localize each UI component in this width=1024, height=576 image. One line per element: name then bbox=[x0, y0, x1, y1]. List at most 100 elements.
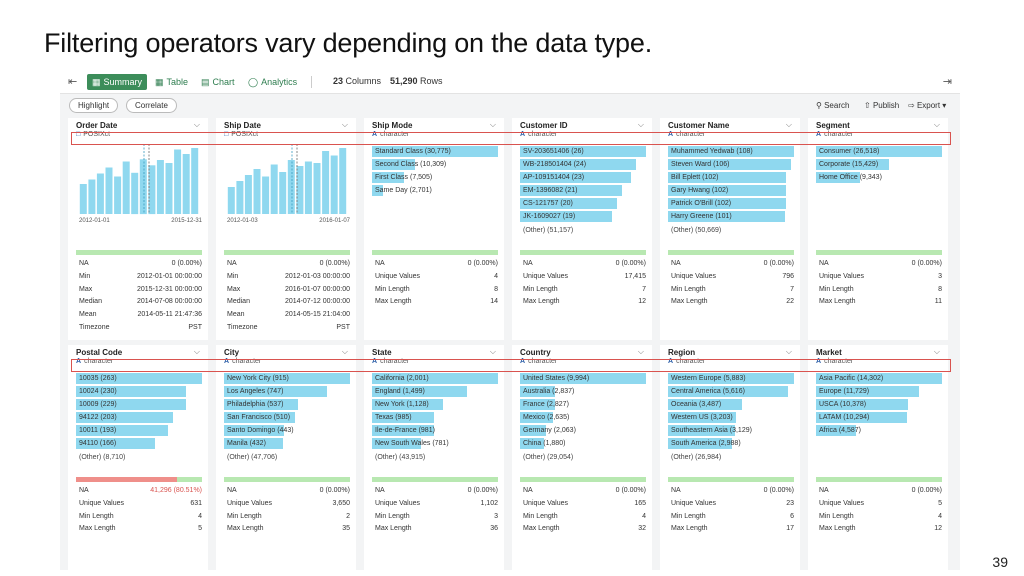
histogram-bar[interactable] bbox=[313, 163, 321, 214]
chevron-down-icon[interactable]: ⌵ bbox=[785, 347, 792, 356]
histogram-bar[interactable] bbox=[114, 176, 122, 215]
collapse-right-icon[interactable]: ⇥ bbox=[942, 76, 952, 88]
value-bar[interactable]: Gary Hwang (102) bbox=[668, 185, 794, 197]
value-bar[interactable]: Australia (2,837) bbox=[520, 386, 646, 398]
histogram-bar[interactable] bbox=[105, 167, 113, 215]
value-bar[interactable]: Home Office (9,343) bbox=[816, 172, 942, 184]
value-bar[interactable]: Southeastern Asia (3,129) bbox=[668, 425, 794, 437]
value-bar[interactable]: France (2,827) bbox=[520, 399, 646, 411]
value-bar[interactable]: SV-203651406 (26) bbox=[520, 146, 646, 157]
value-bar[interactable]: Consumer (26,518) bbox=[816, 146, 942, 157]
value-bar[interactable]: Mexico (2,635) bbox=[520, 412, 646, 424]
value-bar[interactable]: Europe (11,729) bbox=[816, 386, 942, 398]
value-bar[interactable]: Santo Domingo (443) bbox=[224, 425, 350, 437]
histogram-bar[interactable] bbox=[279, 172, 287, 214]
value-bar[interactable]: New York (1,128) bbox=[372, 399, 498, 411]
chevron-down-icon[interactable]: ⌵ bbox=[933, 347, 940, 356]
value-bar[interactable]: England (1,499) bbox=[372, 386, 498, 398]
histogram-bar[interactable] bbox=[227, 187, 235, 214]
histogram-bar[interactable] bbox=[191, 148, 199, 214]
histogram-bar[interactable] bbox=[330, 155, 338, 215]
value-bar[interactable]: Patrick O'Brill (102) bbox=[668, 198, 794, 210]
chevron-down-icon[interactable]: ⌵ bbox=[637, 347, 644, 356]
value-bar[interactable]: AP-109151404 (23) bbox=[520, 172, 646, 184]
tab-table[interactable]: ▦ Table bbox=[150, 74, 193, 90]
value-bar[interactable]: 10009 (229) bbox=[76, 399, 202, 411]
histogram-bar[interactable] bbox=[296, 166, 304, 214]
histogram-bar[interactable] bbox=[262, 176, 270, 215]
value-bar[interactable]: EM-1396082 (21) bbox=[520, 185, 646, 197]
highlight-button[interactable]: Highlight bbox=[69, 98, 119, 113]
value-bar[interactable]: Muhammed Yedwab (108) bbox=[668, 146, 794, 157]
value-bar[interactable]: New South Wales (781) bbox=[372, 438, 498, 450]
value-bar[interactable]: Central America (5,616) bbox=[668, 386, 794, 398]
histogram-bar[interactable] bbox=[339, 148, 347, 214]
histogram-bar[interactable] bbox=[322, 151, 330, 214]
value-bar[interactable]: First Class (7,505) bbox=[372, 172, 498, 184]
value-bar[interactable]: CS-121757 (20) bbox=[520, 198, 646, 210]
value-bar[interactable]: 94122 (203) bbox=[76, 412, 202, 424]
value-bar[interactable]: United States (9,994) bbox=[520, 373, 646, 384]
value-bar[interactable]: Standard Class (30,775) bbox=[372, 146, 498, 157]
histogram-bar[interactable] bbox=[156, 160, 164, 214]
value-bar[interactable]: California (2,001) bbox=[372, 373, 498, 384]
histogram-bar[interactable] bbox=[139, 159, 147, 215]
value-bar[interactable]: Los Angeles (747) bbox=[224, 386, 350, 398]
value-bar[interactable]: China (1,880) bbox=[520, 438, 646, 450]
correlate-button[interactable]: Correlate bbox=[126, 98, 177, 113]
value-bar[interactable]: WB-218501404 (24) bbox=[520, 159, 646, 171]
histogram-bar[interactable] bbox=[244, 175, 252, 214]
value-bar[interactable]: Ile-de-France (981) bbox=[372, 425, 498, 437]
value-bar[interactable]: Manila (432) bbox=[224, 438, 350, 450]
value-bar[interactable]: 10035 (263) bbox=[76, 373, 202, 384]
histogram-bar[interactable] bbox=[96, 173, 104, 215]
value-bar[interactable]: Same Day (2,701) bbox=[372, 185, 498, 197]
value-bar[interactable]: Germany (2,063) bbox=[520, 425, 646, 437]
tab-analytics[interactable]: ◯ Analytics bbox=[243, 74, 302, 90]
value-bar[interactable]: JK-1609027 (19) bbox=[520, 211, 646, 223]
value-bar[interactable]: South America (2,988) bbox=[668, 438, 794, 450]
chevron-down-icon[interactable]: ⌵ bbox=[637, 120, 644, 129]
value-bar[interactable]: Western Europe (5,883) bbox=[668, 373, 794, 384]
chevron-down-icon[interactable]: ⌵ bbox=[341, 347, 348, 356]
histogram-bar[interactable] bbox=[182, 154, 190, 214]
value-bar[interactable]: Western US (3,203) bbox=[668, 412, 794, 424]
value-bar[interactable]: Steven Ward (106) bbox=[668, 159, 794, 171]
value-bar[interactable]: Philadelphia (537) bbox=[224, 399, 350, 411]
value-bar[interactable]: Second Class (10,309) bbox=[372, 159, 498, 171]
value-bar[interactable]: Oceania (3,487) bbox=[668, 399, 794, 411]
histogram-bar[interactable] bbox=[79, 184, 87, 214]
value-bar[interactable]: 10024 (230) bbox=[76, 386, 202, 398]
column-card[interactable]: Ship Date ⌵ □ POSIXct 2012-01-03 2016-01-07 NA… bbox=[216, 118, 356, 340]
histogram-bar[interactable] bbox=[131, 172, 139, 215]
publish-button[interactable]: ⇧ Publish bbox=[864, 101, 899, 110]
value-bar[interactable]: LATAM (10,294) bbox=[816, 412, 942, 424]
value-bar[interactable]: 94110 (166) bbox=[76, 438, 202, 450]
export-button[interactable]: ⇨ Export ▾ bbox=[908, 101, 946, 110]
value-bar[interactable]: Texas (985) bbox=[372, 412, 498, 424]
value-bar[interactable]: New York City (915) bbox=[224, 373, 350, 384]
tab-summary[interactable]: ▦ Summary bbox=[87, 74, 148, 90]
value-bar[interactable]: USCA (10,378) bbox=[816, 399, 942, 411]
histogram-bar[interactable] bbox=[88, 179, 96, 215]
histogram-bar[interactable] bbox=[253, 169, 261, 214]
chevron-down-icon[interactable]: ⌵ bbox=[341, 120, 348, 129]
collapse-left-icon[interactable]: ⇤ bbox=[68, 76, 78, 88]
value-bar[interactable]: 10011 (193) bbox=[76, 425, 202, 437]
chevron-down-icon[interactable]: ⌵ bbox=[933, 120, 940, 129]
value-bar[interactable]: San Francisco (510) bbox=[224, 412, 350, 424]
column-card[interactable]: Order Date ⌵ □ POSIXct 2012-01-01 2015-12-31 N… bbox=[68, 118, 208, 340]
value-bar[interactable]: Corporate (15,429) bbox=[816, 159, 942, 171]
histogram-bar[interactable] bbox=[236, 181, 244, 214]
histogram-bar[interactable] bbox=[287, 160, 295, 214]
chevron-down-icon[interactable]: ⌵ bbox=[193, 347, 200, 356]
